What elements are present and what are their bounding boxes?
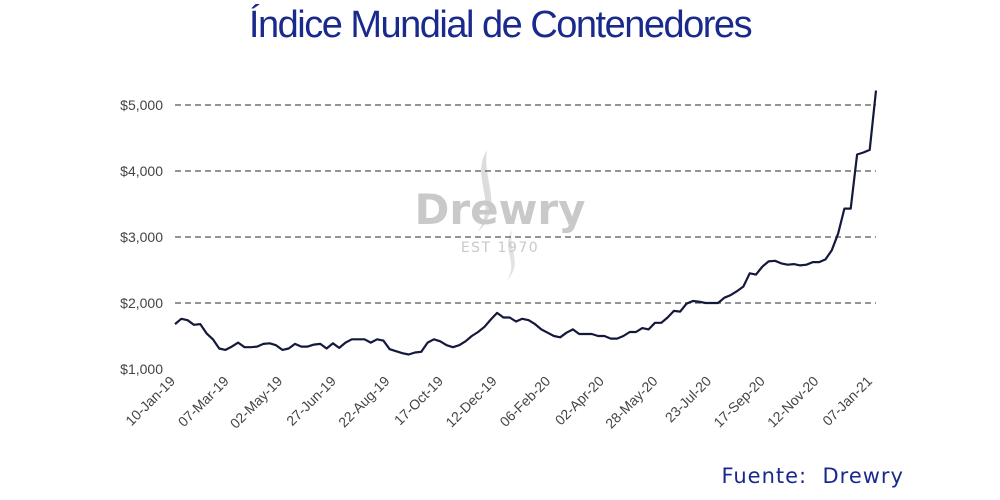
source-label: Fuente: Drewry [721,464,904,488]
x-tick-label: 07-Jan-21 [819,373,875,429]
watermark-est: EST 1970 [461,240,539,256]
x-tick-label: 23-Jul-20 [662,373,715,426]
y-tick-label: $1,000 [120,361,163,377]
x-tick-label: 17-Oct-19 [391,373,446,428]
watermark-brand: Drewry [415,185,586,234]
flame-icon [478,150,492,232]
x-tick-label: 02-May-19 [227,373,286,432]
y-tick-label: $4,000 [120,163,163,179]
y-tick-label: $5,000 [120,97,163,113]
x-tick-label: 06-Feb-20 [496,373,553,430]
y-tick-label: $2,000 [120,295,163,311]
x-axis-ticks: 10-Jan-1907-Mar-1902-May-1927-Jun-1922-A… [122,373,875,432]
y-axis-ticks: $1,000 $2,000 $3,000 $4,000 $5,000 [120,97,163,377]
x-tick-label: 07-Mar-19 [175,373,232,430]
y-tick-label: $3,000 [120,229,163,245]
x-tick-label: 02-Apr-20 [552,373,607,428]
x-tick-label: 10-Jan-19 [122,373,178,429]
series-line [174,90,878,356]
x-tick-label: 12-Dec-19 [442,373,500,431]
flame-tail-icon [506,230,515,282]
chart-title: Índice Mundial de Contenedores [248,4,753,46]
x-tick-label: 12-Nov-20 [764,373,822,431]
drewry-watermark: Drewry EST 1970 [415,150,586,282]
x-tick-label: 17-Sep-20 [710,373,768,431]
x-tick-label: 28-May-20 [602,373,661,432]
grid-lines [175,104,876,304]
x-tick-label: 22-Aug-19 [335,373,393,431]
x-tick-label: 27-Jun-19 [283,373,339,429]
